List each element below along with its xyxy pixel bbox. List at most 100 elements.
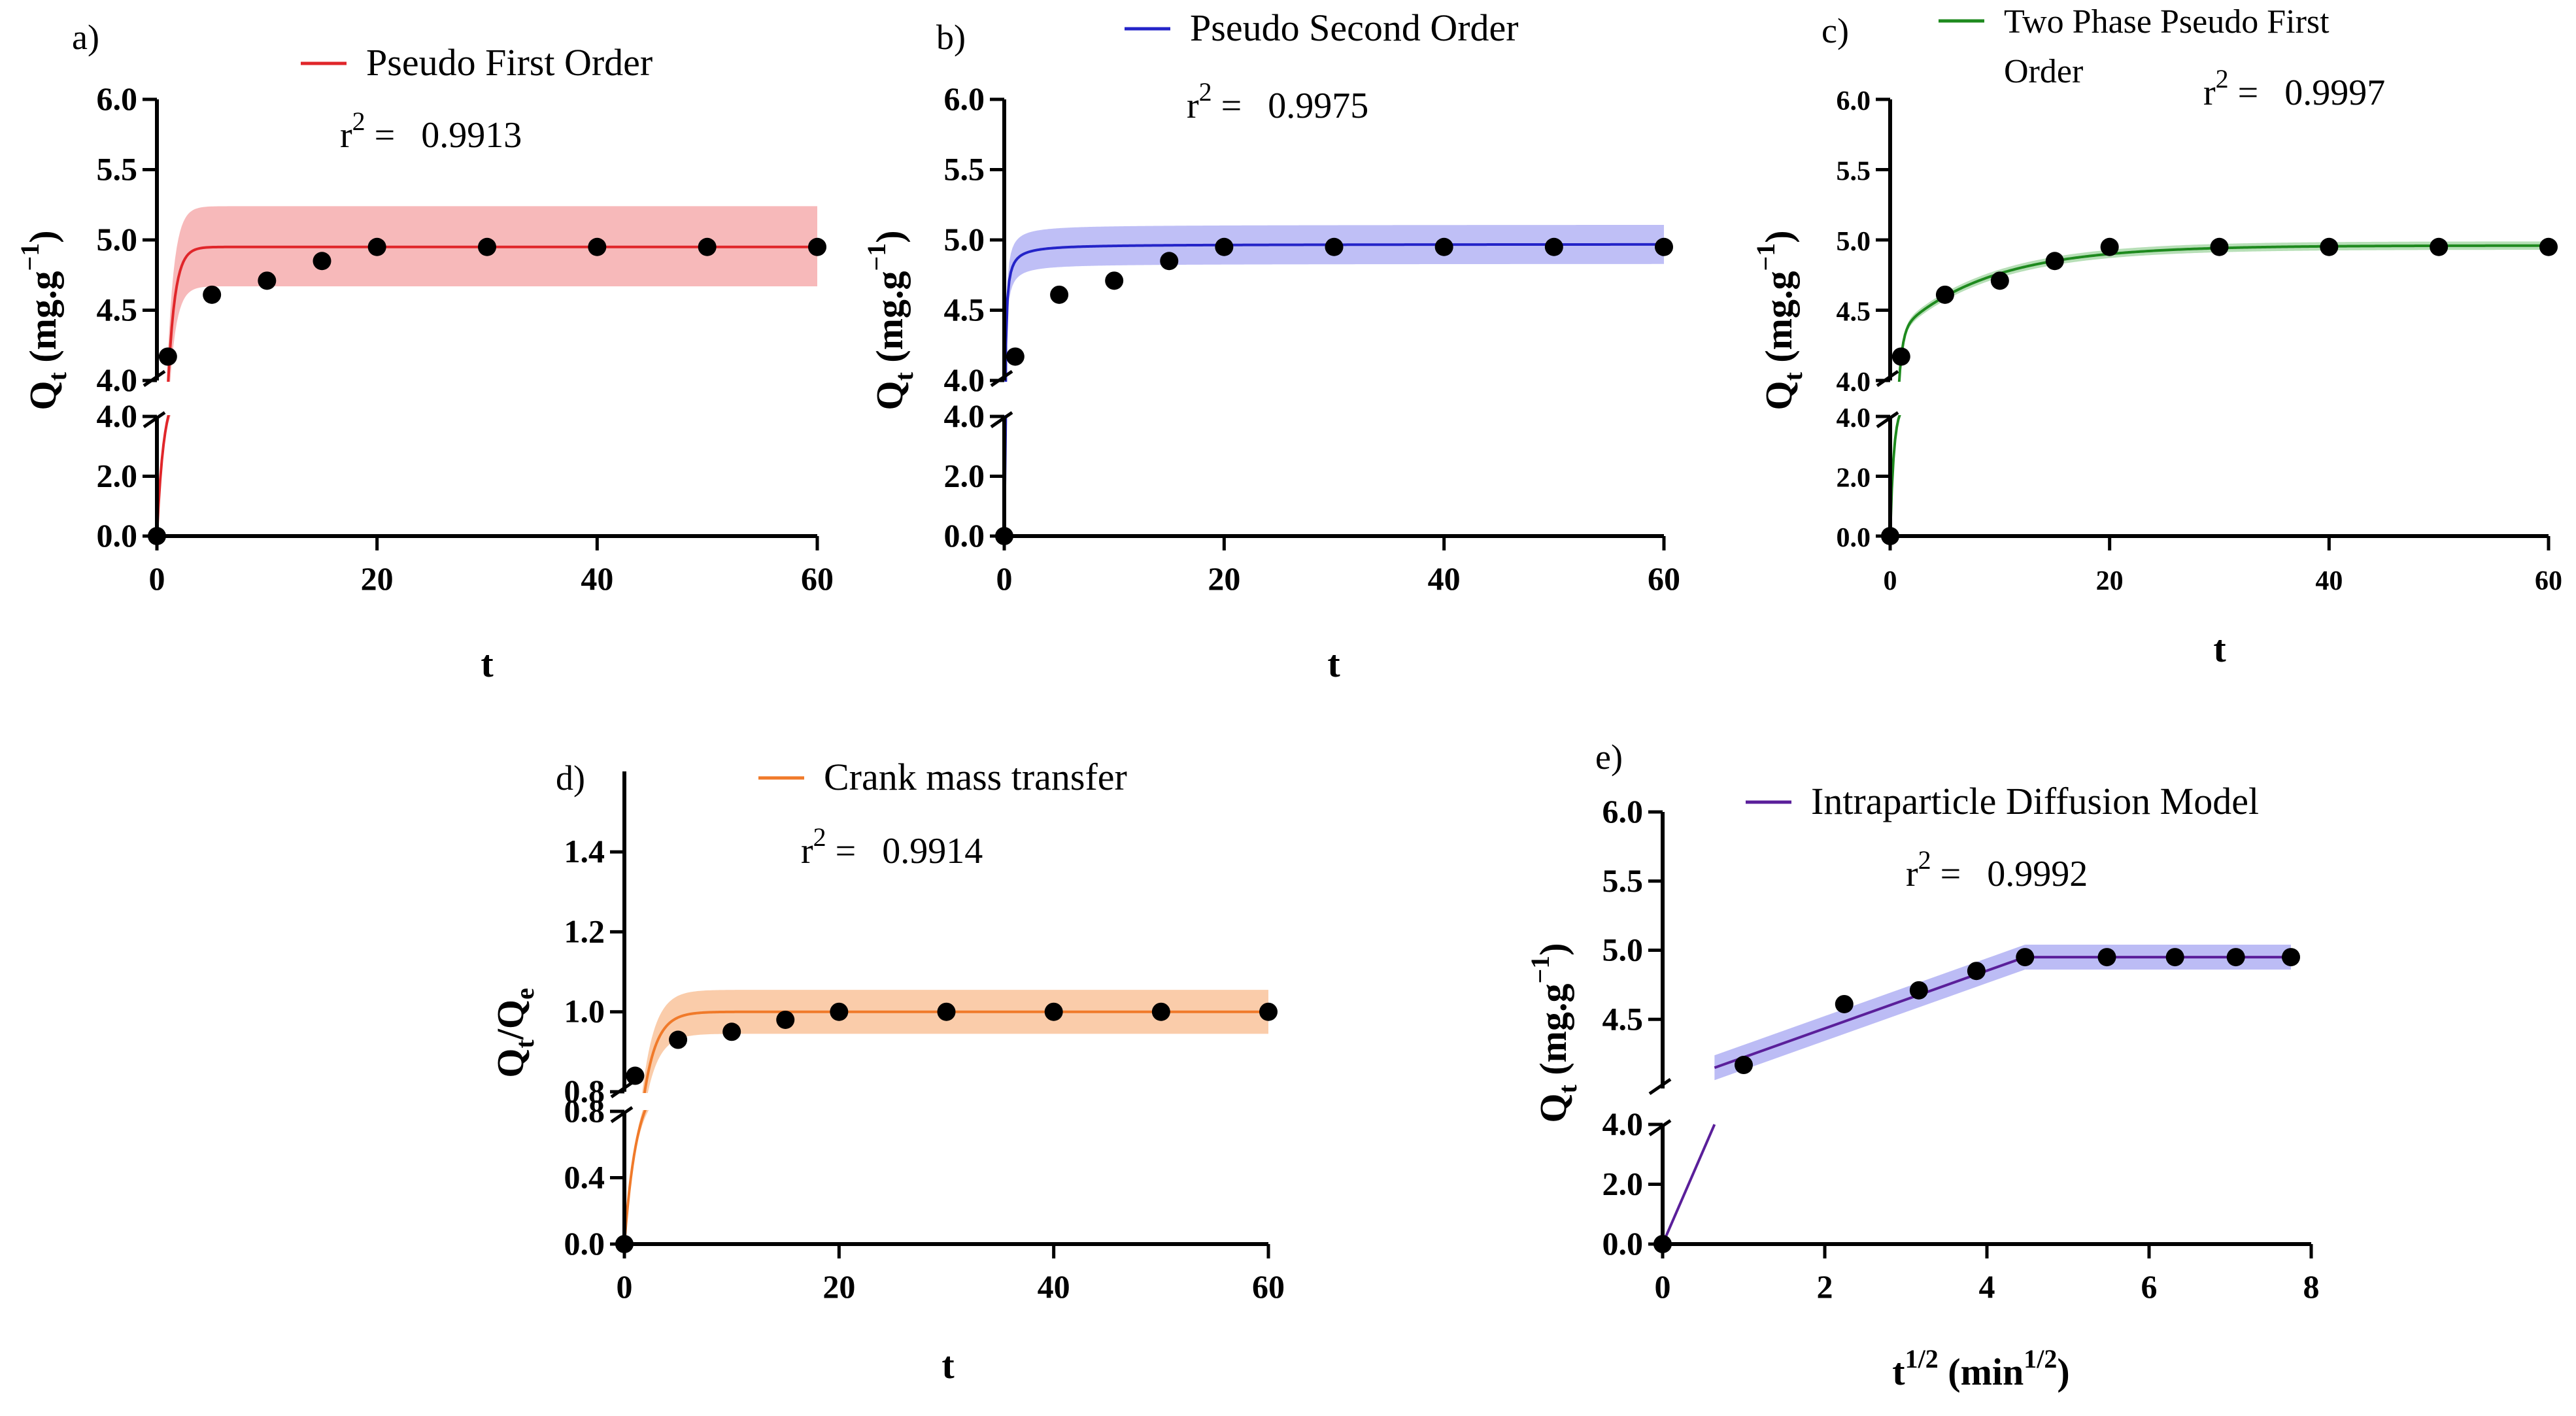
y-tick-label: 6.0 [944, 80, 985, 117]
r-squared-symbol: r [2203, 73, 2216, 113]
data-point [1544, 237, 1563, 256]
r-squared-equals: = [1931, 854, 1961, 894]
r-squared-value: 0.9992 [1987, 854, 2088, 894]
data-point [2539, 237, 2558, 256]
x-tick-label: 40 [1428, 560, 1461, 597]
band-region-lower [624, 1110, 649, 1244]
fit-curve [1661, 956, 2291, 1245]
y-tick-label: 5.5 [944, 151, 985, 188]
x-axis-symbol: t [2213, 628, 2226, 670]
axis-break-mark [143, 369, 166, 388]
data-point [2097, 948, 2116, 967]
y-axis-exponent: −1 [862, 243, 891, 271]
data-point [808, 237, 826, 256]
y-tick-label: 2.0 [1602, 1166, 1644, 1202]
y-tick-label: 0.0 [97, 517, 138, 554]
x-axis-unit-exponent: 1/2 [2024, 1344, 2057, 1374]
y-tick-label: 5.0 [944, 221, 985, 258]
y-axis-title: Qt (mg.g−1) [15, 230, 72, 410]
legend: Intraparticle Diffusion Model [1746, 780, 2259, 822]
r-squared-exponent: 2 [2216, 64, 2229, 93]
data-point [995, 527, 1013, 545]
legend: Pseudo First Order [301, 41, 652, 84]
x-tick-label: 20 [822, 1268, 855, 1305]
x-axis-symbol: t [481, 643, 494, 685]
y-axis-subscript: t [510, 1039, 539, 1049]
y-axis-exponent: −1 [15, 243, 44, 271]
band-region-upper [1899, 241, 2549, 382]
data-point [2210, 237, 2229, 256]
y-tick-label: 6.0 [97, 80, 138, 117]
y-axis-subscript: t [1778, 371, 1808, 380]
y-axis-unit: (mg.g [868, 271, 911, 373]
data-point [937, 1002, 956, 1021]
y-axis-close: ) [1532, 943, 1574, 955]
data-point [626, 1066, 645, 1085]
data-point [2045, 252, 2064, 271]
band-region-lower [157, 415, 171, 536]
axis-break-mark [610, 1105, 634, 1124]
y-axis-title: Qt/Qe [489, 988, 539, 1077]
r-squared-value: 0.9914 [882, 831, 983, 871]
x-tick-label: 40 [1038, 1268, 1070, 1305]
r-squared: r2 = 0.9914 [801, 822, 983, 871]
x-tick-label: 6 [2141, 1268, 2158, 1305]
y-tick-label: 1.2 [564, 913, 605, 949]
legend-label: Crank mass transfer [824, 756, 1127, 798]
x-tick-label: 60 [1648, 560, 1680, 597]
fit-line-lower [1003, 415, 1008, 537]
data-point [1044, 1002, 1063, 1021]
data-point [1653, 1235, 1672, 1253]
data-point [1259, 1002, 1278, 1021]
y-tick-label: 4.0 [944, 397, 985, 434]
x-tick-label: 0 [1655, 1268, 1671, 1305]
panel-label: a) [72, 18, 99, 57]
data-points [1881, 237, 2558, 545]
axes: 0.8 1.0 1.2 1.4 0.0 0.4 0.8 0 20 40 60 [564, 771, 1285, 1305]
y-tick-label: 0.0 [944, 517, 985, 554]
r-squared-symbol: r [1187, 86, 1199, 126]
data-point [2165, 948, 2184, 967]
y-tick-label: 4.0 [97, 397, 138, 434]
x-tick-label: 20 [361, 560, 394, 597]
x-tick-label: 0 [149, 560, 165, 597]
fit-line-upper [1004, 243, 1665, 382]
y-tick-label: 0.0 [1602, 1225, 1644, 1262]
y-axis-subscript: t [1553, 1084, 1582, 1093]
r-squared-exponent: 2 [1199, 77, 1212, 107]
r-squared-equals: = [826, 831, 856, 871]
y-axis-subscript-2: e [510, 988, 539, 1000]
data-point [367, 237, 386, 256]
confidence-band [1890, 241, 2549, 536]
confidence-band [1004, 224, 1664, 536]
chart-panel-3: 4.0 4.5 5.0 5.5 6.0 0.0 2.0 4.0 0 20 40 60 c) Two Pha… [1751, 3, 2562, 670]
data-point [2226, 948, 2245, 967]
data-point [2100, 237, 2119, 256]
data-point [1990, 271, 2009, 290]
y-tick-label: 0.0 [1837, 523, 1871, 553]
y-tick-label: 5.0 [1602, 932, 1644, 968]
data-point [1935, 285, 1954, 304]
y-tick-label: 4.0 [944, 362, 985, 398]
panel-label: d) [556, 758, 585, 798]
legend-label: Two Phase Pseudo First [2004, 3, 2330, 41]
x-tick-label: 40 [2315, 566, 2343, 596]
y-axis-title: Qt (mg.g−1) [1525, 943, 1582, 1122]
x-tick-label: 0 [617, 1268, 633, 1305]
confidence-band [157, 206, 817, 536]
y-axis-unit: /Q [489, 1000, 532, 1040]
data-point [2016, 948, 2035, 967]
x-axis-symbol: t [1327, 643, 1340, 685]
data-point [1835, 994, 1854, 1013]
x-axis-title: t [481, 643, 494, 685]
data-point [1881, 527, 1899, 545]
band-region-lower [1004, 415, 1006, 536]
x-tick-label: 20 [1208, 560, 1240, 597]
r-squared-equals: = [1212, 86, 1242, 126]
r-squared-exponent: 2 [352, 107, 365, 136]
y-axis-unit: (mg.g [1757, 271, 1800, 373]
r-squared-equals: = [365, 115, 396, 156]
data-point [478, 237, 496, 256]
y-axis-symbol: Q [1532, 1093, 1574, 1122]
r-squared: r2 = 0.9997 [2203, 64, 2385, 113]
